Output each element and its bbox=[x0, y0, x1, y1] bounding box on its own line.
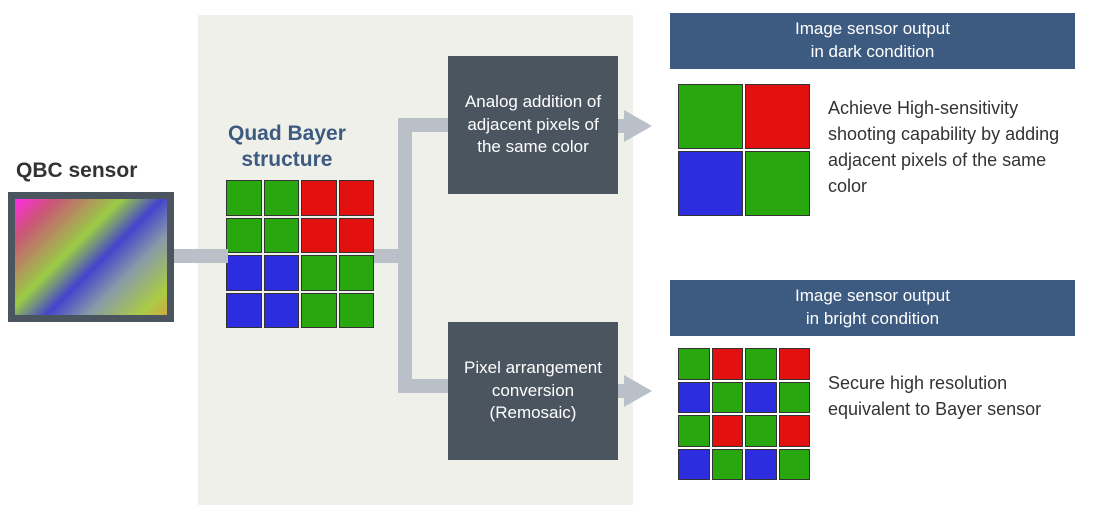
pixel-cell bbox=[678, 84, 743, 149]
pixel-cell bbox=[264, 255, 300, 291]
process-remosaic: Pixel arrangement conversion (Remosaic) bbox=[448, 322, 618, 460]
pixel-cell bbox=[745, 348, 777, 380]
arrow-head-bottom bbox=[624, 375, 652, 407]
pixel-cell bbox=[745, 151, 810, 216]
pixel-cell bbox=[712, 415, 744, 447]
pixel-cell bbox=[712, 382, 744, 414]
output-description-bright: Secure high resolution equivalent to Bay… bbox=[828, 370, 1083, 422]
output-header-bright: Image sensor outputin bright condition bbox=[670, 280, 1075, 336]
pixel-cell bbox=[678, 382, 710, 414]
pixel-cell bbox=[339, 218, 375, 254]
pixel-cell bbox=[779, 348, 811, 380]
pixel-cell bbox=[301, 255, 337, 291]
pixel-cell bbox=[301, 218, 337, 254]
pixel-cell bbox=[745, 415, 777, 447]
pixel-cell bbox=[301, 293, 337, 329]
pixel-cell bbox=[712, 449, 744, 481]
pixel-cell bbox=[264, 218, 300, 254]
quad-bayer-label: Quad Bayerstructure bbox=[228, 121, 346, 174]
pixel-cell bbox=[712, 348, 744, 380]
pixel-cell bbox=[779, 449, 811, 481]
output-header-dark: Image sensor outputin dark condition bbox=[670, 13, 1075, 69]
pixel-cell bbox=[264, 180, 300, 216]
pixel-cell bbox=[226, 218, 262, 254]
pixel-cell bbox=[745, 84, 810, 149]
pixel-cell bbox=[745, 382, 777, 414]
connector-sensor-to-qb bbox=[174, 249, 228, 263]
output-grid-bright bbox=[678, 348, 810, 480]
process-analog-addition: Analog addition of adjacent pixels of th… bbox=[448, 56, 618, 194]
pixel-cell bbox=[745, 449, 777, 481]
qbc-sensor-label: QBC sensor bbox=[16, 159, 137, 183]
connector-vertical bbox=[398, 118, 412, 393]
pixel-cell bbox=[226, 255, 262, 291]
pixel-cell bbox=[264, 293, 300, 329]
pixel-cell bbox=[339, 293, 375, 329]
pixel-cell bbox=[339, 180, 375, 216]
quad-bayer-grid bbox=[226, 180, 374, 328]
connector-top-branch bbox=[398, 118, 448, 132]
pixel-cell bbox=[678, 415, 710, 447]
pixel-cell bbox=[779, 415, 811, 447]
pixel-cell bbox=[226, 293, 262, 329]
pixel-cell bbox=[226, 180, 262, 216]
pixel-cell bbox=[779, 382, 811, 414]
output-description-dark: Achieve High-sensitivity shooting capabi… bbox=[828, 95, 1083, 199]
pixel-cell bbox=[678, 449, 710, 481]
output-grid-dark bbox=[678, 84, 810, 216]
connector-bottom-branch bbox=[398, 379, 448, 393]
pixel-cell bbox=[301, 180, 337, 216]
pixel-cell bbox=[678, 348, 710, 380]
pixel-cell bbox=[339, 255, 375, 291]
pixel-cell bbox=[678, 151, 743, 216]
arrow-head-top bbox=[624, 110, 652, 142]
qbc-sensor-graphic bbox=[8, 192, 174, 322]
